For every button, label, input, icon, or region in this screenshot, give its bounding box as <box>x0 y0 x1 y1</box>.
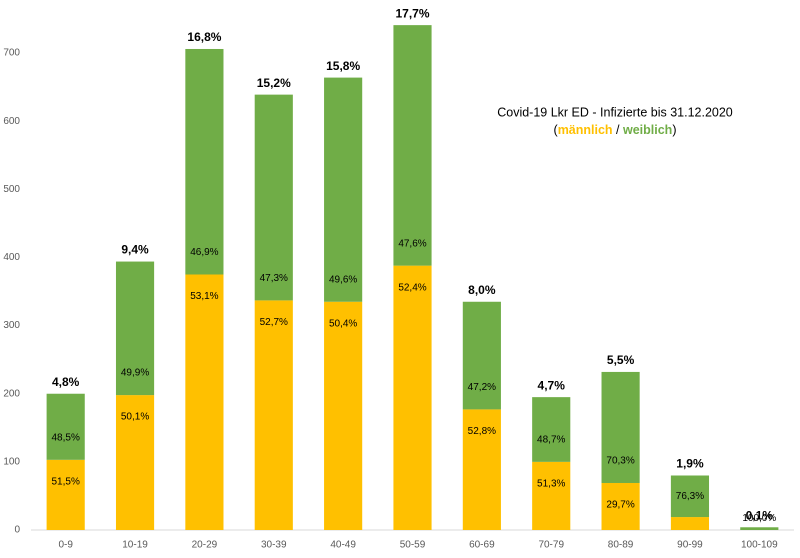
total-label: 16,8% <box>187 30 221 44</box>
x-tick-label: 70-79 <box>538 540 564 551</box>
bar-segment <box>670 475 710 518</box>
data-label: 76,3% <box>676 491 704 502</box>
data-label: 51,3% <box>537 479 565 490</box>
y-tick-label: 0 <box>14 525 20 536</box>
y-tick-label: 100 <box>3 457 20 468</box>
data-label: 46,9% <box>190 247 218 258</box>
bar-segment <box>601 482 640 530</box>
data-label: 50,1% <box>121 412 149 423</box>
bar-segment <box>115 261 155 396</box>
y-tick-label: 500 <box>3 184 20 195</box>
y-tick-label: 300 <box>3 320 20 331</box>
bar-segment <box>46 459 85 530</box>
data-label: 49,6% <box>329 274 357 285</box>
x-tick-label: 80-89 <box>608 540 634 551</box>
x-tick-label: 60-69 <box>469 540 495 551</box>
total-label: 15,8% <box>326 59 360 73</box>
data-label: 47,6% <box>398 238 426 249</box>
bar-segment <box>324 77 363 302</box>
data-label: 52,8% <box>468 426 496 437</box>
data-label: 100,0% <box>742 513 776 524</box>
total-label: 17,7% <box>395 6 429 20</box>
bar-segment <box>532 461 571 530</box>
total-label: 0,1% <box>746 508 774 522</box>
y-tick-label: 400 <box>3 252 20 263</box>
data-label: 70,3% <box>606 456 634 467</box>
bar-segment <box>601 371 640 483</box>
x-tick-label: 40-49 <box>330 540 356 551</box>
x-tick-label: 50-59 <box>400 540 426 551</box>
bar-segment <box>254 300 293 530</box>
data-label: 51,5% <box>52 476 80 487</box>
x-tick-label: 20-29 <box>192 540 218 551</box>
data-label: 48,7% <box>537 435 565 446</box>
data-label: 52,4% <box>398 282 426 293</box>
legend-close: ) <box>672 123 676 137</box>
bar-segment <box>185 274 224 530</box>
y-tick-label: 600 <box>3 116 20 127</box>
legend-entry: männlich <box>558 123 613 137</box>
total-label: 1,9% <box>676 457 704 471</box>
legend: (männlich / weiblich) <box>554 123 677 137</box>
legend-open: ( <box>554 123 559 137</box>
bar-segment <box>115 395 155 530</box>
y-tick-label: 200 <box>3 388 20 399</box>
data-label: 52,7% <box>260 317 288 328</box>
total-label: 4,8% <box>52 375 80 389</box>
data-label: 29,7% <box>606 500 634 511</box>
bar-segment <box>670 517 710 530</box>
data-label: 49,9% <box>121 368 149 379</box>
x-tick-label: 0-9 <box>58 540 73 551</box>
bar-segment <box>532 397 571 462</box>
bar-segment <box>185 48 224 275</box>
legend-sep: / <box>613 123 623 137</box>
x-tick-label: 10-19 <box>122 540 148 551</box>
y-tick-label: 700 <box>3 48 20 59</box>
bar-segment <box>46 393 85 460</box>
bar-segment <box>254 94 293 301</box>
x-tick-label: 30-39 <box>261 540 287 551</box>
bar-segment <box>393 25 432 266</box>
bar-segment <box>324 301 363 530</box>
data-label: 48,5% <box>52 432 80 443</box>
bar-segment <box>462 409 501 530</box>
total-label: 5,5% <box>607 353 635 367</box>
x-tick-label: 90-99 <box>677 540 703 551</box>
total-label: 8,0% <box>468 283 496 297</box>
data-label: 47,2% <box>468 382 496 393</box>
legend-entry: weiblich <box>622 123 672 137</box>
data-label: 47,3% <box>260 273 288 284</box>
chart-title: Covid-19 Lkr ED - Infizierte bis 31.12.2… <box>497 105 733 119</box>
bar-segment <box>393 265 432 530</box>
data-label: 53,1% <box>190 291 218 302</box>
data-label: 50,4% <box>329 318 357 329</box>
total-label: 9,4% <box>121 243 149 257</box>
x-tick-label: 100-109 <box>741 540 778 551</box>
bar-segment <box>462 301 501 410</box>
total-label: 4,7% <box>538 378 566 392</box>
total-label: 15,2% <box>257 76 291 90</box>
bar-segment <box>740 527 779 530</box>
